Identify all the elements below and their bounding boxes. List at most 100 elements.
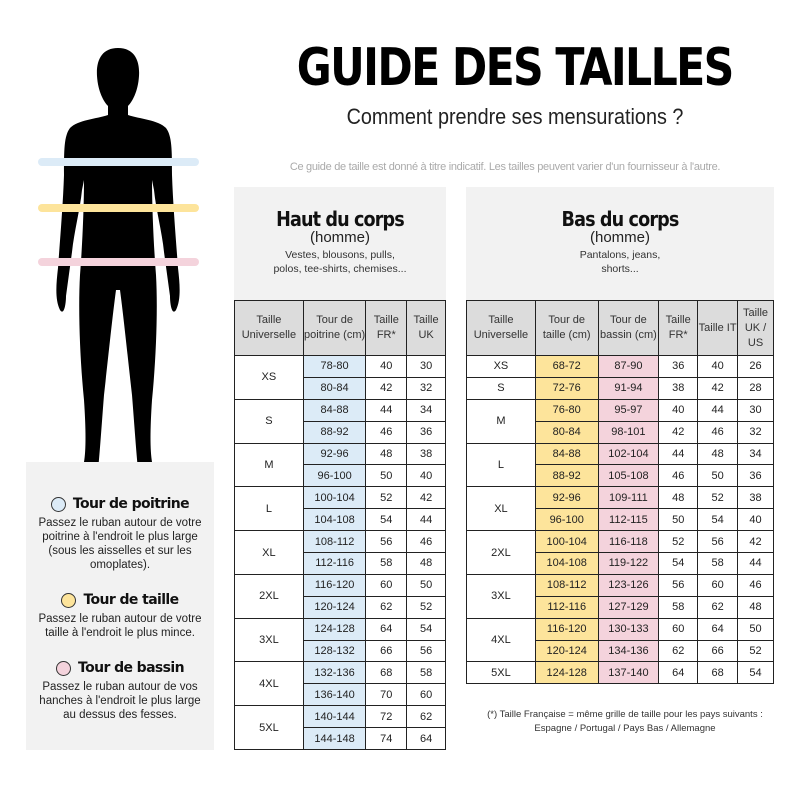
value-cell: 46 [737,573,774,597]
table-row: 80-84 42 32 [235,376,446,400]
value-cell: 44 [737,552,774,575]
value-cell: 64 [406,727,446,751]
value-cell: 62 [365,595,408,619]
value-cell: 60 [658,617,699,641]
value-cell: 52 [697,486,739,510]
value-cell: 136-140 [302,683,367,707]
body-silhouette-image [56,48,180,479]
value-cell: 60 [697,573,739,597]
table-row: 120-124 134-136 62 66 52 [467,639,774,663]
value-cell: 40 [737,508,774,532]
value-cell: 64 [658,661,699,685]
table-row: 96-100 112-115 50 54 40 [467,508,774,532]
column-header: Tour de bassin (cm) [597,300,660,356]
table-row: 5XL 124-128 137-140 64 68 54 [466,661,774,685]
table-row: 120-124 62 52 [235,595,446,619]
value-cell: 104-108 [302,508,367,532]
hips-band [38,258,199,266]
value-cell: 46 [365,420,408,444]
chest-band [38,158,199,166]
value-cell: 140-144 [302,705,367,729]
table-row: L 84-88 102-104 44 48 34 [466,442,774,488]
column-header: Taille FR* [365,300,408,356]
value-cell: 95-97 [597,398,660,422]
table-row: 104-108 119-122 54 58 44 [467,552,774,575]
size-cell: L [466,442,536,488]
value-cell: 44 [365,398,408,422]
size-cell: 5XL [466,661,536,685]
value-cell: 48 [365,442,408,466]
value-cell: 56 [365,530,408,554]
value-cell: 42 [737,530,774,554]
value-cell: 88-92 [534,464,599,488]
value-cell: 78-80 [302,355,367,378]
value-cell: 68 [365,661,408,685]
section-title: Bas du corps [561,207,680,231]
size-cell: 4XL [234,661,304,707]
pink-circle-icon [56,660,72,676]
value-cell: 52 [737,639,774,663]
value-cell: 48 [697,442,739,466]
legend-waist: Tour de taille Passez le ruban autour de… [26,592,214,640]
value-cell: 42 [658,420,699,444]
value-cell: 50 [365,464,408,488]
yellow-circle-icon [61,592,77,608]
value-cell: 66 [697,639,739,663]
value-cell: 137-140 [597,661,660,685]
value-cell: 66 [365,639,408,663]
size-cell: M [234,442,304,488]
value-cell: 124-128 [534,661,599,685]
size-cell: L [234,486,304,532]
bottom-size-table: Taille Universelle Tour de taille (cm) Tou… [466,300,774,685]
value-cell: 54 [406,617,446,641]
value-cell: 132-136 [302,661,367,685]
section-subtitle: (homme) [589,229,650,246]
value-cell: 54 [658,552,699,575]
value-cell: 128-132 [302,639,367,663]
value-cell: 62 [406,705,446,729]
blue-circle-icon [50,496,66,512]
value-cell: 58 [365,552,408,575]
section-subtitle: (homme) [309,229,370,246]
value-cell: 112-116 [302,552,367,575]
value-cell: 112-115 [597,508,660,532]
value-cell: 46 [658,464,699,488]
size-cell: 3XL [234,617,304,663]
table-row: S 72-76 91-94 38 42 28 [466,376,774,400]
top-section-header: Haut du corps (homme) Vestes, blousons, … [234,187,446,300]
value-cell: 50 [737,617,774,641]
table-row: 144-148 74 64 [235,727,446,751]
value-cell: 58 [406,661,446,685]
value-cell: 108-112 [302,530,367,554]
value-cell: 44 [658,442,699,466]
value-cell: 26 [737,355,774,378]
column-header: Taille UK / US [737,300,774,356]
size-cell: XS [234,355,304,400]
value-cell: 92-96 [302,442,367,466]
table-row: XS 78-80 40 30 [234,355,446,400]
value-cell: 30 [406,355,446,378]
value-cell: 120-124 [534,639,599,663]
value-cell: 144-148 [302,727,367,751]
table-row: 128-132 66 56 [235,639,446,663]
legend-title: Tour de bassin [78,660,185,676]
header-row: Taille Universelle Tour de poitrine (cm) T… [234,300,446,356]
value-cell: 91-94 [597,376,660,400]
value-cell: 52 [406,595,446,619]
column-header: Taille IT [697,300,739,356]
value-cell: 40 [365,355,408,378]
table-row: XS 68-72 87-90 36 40 26 [466,355,774,378]
value-cell: 123-126 [597,573,660,597]
value-cell: 72 [365,705,408,729]
value-cell: 40 [658,398,699,422]
value-cell: 109-111 [597,486,660,510]
value-cell: 112-116 [534,595,599,619]
top-size-table: Taille Universelle Tour de poitrine (cm) T… [234,300,446,751]
size-cell: 2XL [466,530,536,575]
table-row: 104-108 54 44 [235,508,446,532]
bottom-section-header: Bas du corps (homme) Pantalons, jeans, s… [466,187,774,300]
legend-title: Tour de taille [83,592,179,608]
value-cell: 40 [697,355,739,378]
value-cell: 28 [737,376,774,400]
value-cell: 98-101 [597,420,660,444]
